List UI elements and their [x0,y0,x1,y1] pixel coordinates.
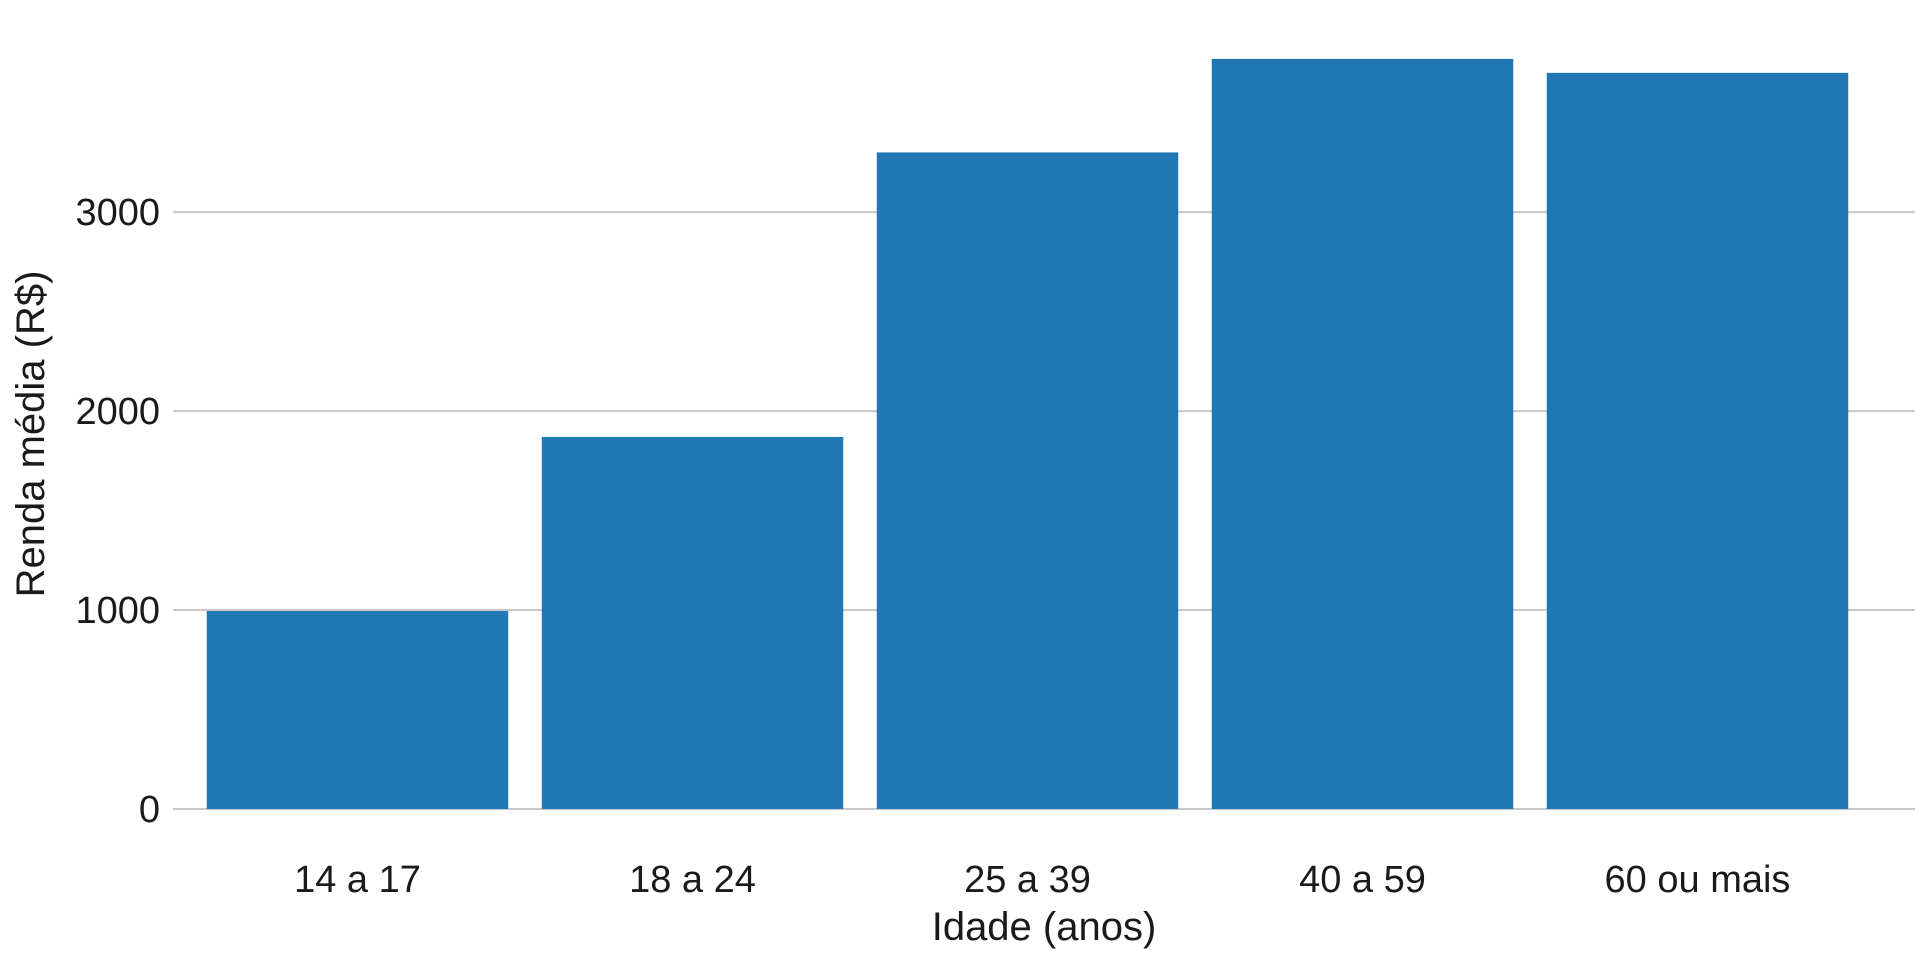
bar-60-ou-mais [1546,72,1849,809]
y-tick-label: 1000 [75,590,160,632]
bars [206,58,1849,810]
bar-40-a-59 [1211,58,1514,810]
y-tick-label: 3000 [75,192,160,234]
bar-25-a-39 [876,152,1179,809]
y-tick-label: 0 [139,789,160,831]
x-tick-labels: 14 a 17 18 a 24 25 a 39 40 a 59 60 ou mais [294,859,1790,901]
x-tick-label: 25 a 39 [964,859,1091,901]
x-tick-label: 60 ou mais [1605,859,1791,901]
bar-18-a-24 [541,436,844,809]
y-axis-title: Renda média (R$) [9,271,53,598]
x-tick-label: 40 a 59 [1299,859,1426,901]
x-tick-label: 14 a 17 [294,859,421,901]
x-axis-title: Idade (anos) [932,905,1157,949]
y-tick-label: 2000 [75,391,160,433]
bar-14-a-17 [206,611,509,809]
x-tick-label: 18 a 24 [629,859,756,901]
y-tick-labels: 0 1000 2000 3000 [75,192,160,831]
